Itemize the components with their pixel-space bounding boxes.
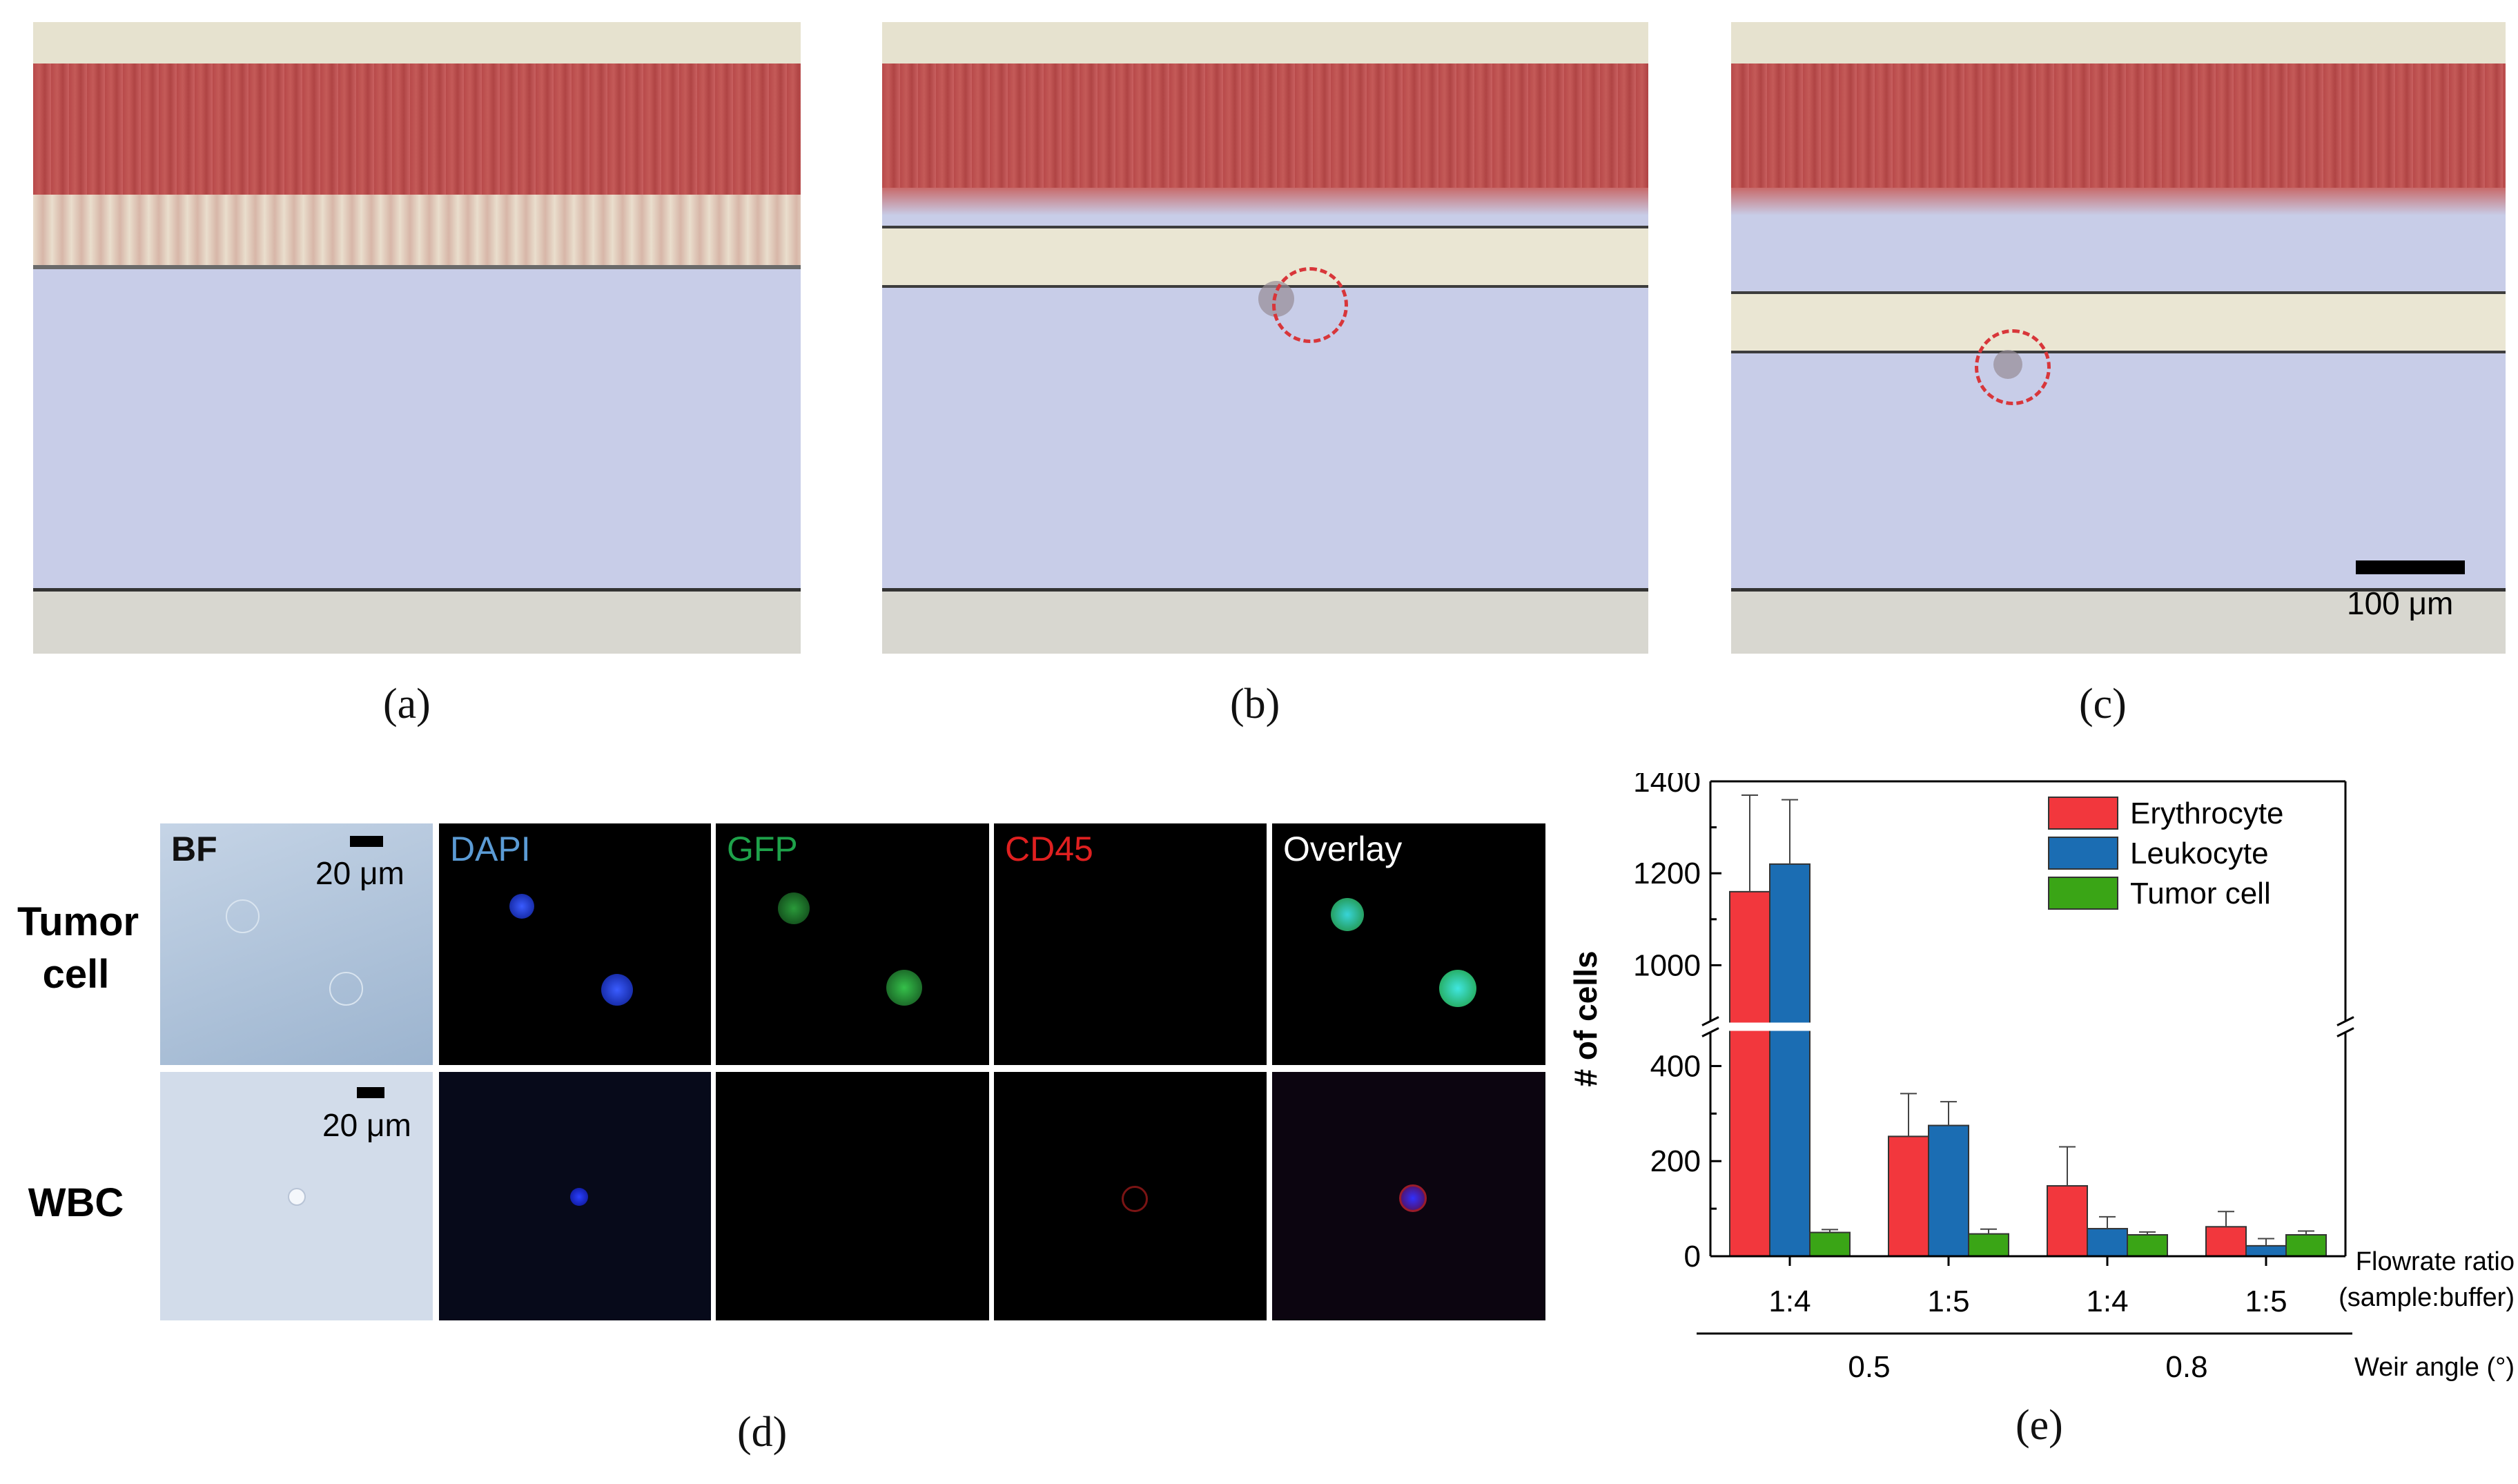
group-label: 0.5	[1848, 1350, 1890, 1384]
bar-erythrocyte	[2047, 1185, 2088, 1257]
bar-erythrocyte	[2205, 1226, 2247, 1257]
legend-label: Erythrocyte	[2130, 797, 2284, 830]
axis-break-mark	[1701, 1027, 1719, 1037]
y-tick-label: 1400	[1633, 773, 1701, 799]
axis-break-mark	[2336, 1016, 2354, 1026]
tile-gfp-wbc	[716, 1072, 989, 1320]
row-label-tumor-cell-text: Tumor cell	[17, 899, 139, 997]
bar-tumor-cell	[1809, 1231, 1851, 1257]
caption-a: (a)	[383, 681, 431, 728]
bar-tumor-cell	[1968, 1233, 2009, 1257]
scale-bar-c-label: 100 μm	[2347, 585, 2454, 621]
tile-cd45-wbc	[994, 1072, 1267, 1320]
y-tick-label: 1200	[1633, 857, 1701, 890]
label-overlay: Overlay	[1283, 830, 1403, 868]
flowrate-sub-label: (sample:buffer)	[2339, 1283, 2515, 1312]
bar-leukocyte	[1928, 1124, 1969, 1257]
bar-chart-e: 1:4 1:5 1:4 1:5 0 200 400 1000 1200 1400 # of cell…	[1568, 773, 2515, 1384]
caption-c: (c)	[2079, 681, 2127, 728]
tile-bf-tumor: BF 20 μm	[160, 823, 433, 1065]
label-dapi: DAPI	[450, 830, 531, 868]
tile-dapi-tumor: DAPI	[439, 823, 711, 1065]
row-label-tumor-cell: Tumor cell	[0, 896, 152, 1001]
micrograph-a	[33, 22, 801, 654]
label-gfp: GFP	[727, 830, 798, 868]
row-label-wbc: WBC	[28, 1180, 124, 1225]
bar-erythrocyte	[1729, 890, 1770, 1257]
axis-break-band	[1712, 1022, 2344, 1031]
weir-angle-label: Weir angle (°)	[2354, 1353, 2515, 1382]
label-cd45: CD45	[1005, 830, 1093, 868]
x-tick-label: 1:4	[2086, 1285, 2128, 1318]
x-tick-label: 1:4	[1768, 1285, 1811, 1318]
group-label: 0.8	[2165, 1350, 2207, 1384]
micrograph-c: 100 μm	[1731, 22, 2506, 654]
bar-tumor-cell	[2127, 1234, 2168, 1257]
scale-bar-20um-wbc	[357, 1087, 384, 1098]
tile-gfp-tumor: GFP	[716, 823, 989, 1065]
flowrate-label: Flowrate ratio	[2356, 1247, 2515, 1276]
legend-label: Leukocyte	[2130, 837, 2269, 870]
legend-label: Tumor cell	[2130, 877, 2271, 910]
scale-bar-20um-label: 20 μm	[315, 855, 404, 891]
x-tick-label: 1:5	[2245, 1285, 2287, 1318]
micrograph-b	[882, 22, 1648, 654]
y-tick-label: 1000	[1633, 948, 1701, 982]
bar-leukocyte	[1769, 863, 1811, 1257]
tile-dapi-wbc	[439, 1072, 711, 1320]
bar-leukocyte	[2087, 1228, 2128, 1257]
axis-break-mark	[2336, 1027, 2354, 1037]
bar-tumor-cell	[2285, 1234, 2327, 1257]
scale-bar-c	[2356, 560, 2465, 574]
y-tick-label: 0	[1684, 1240, 1701, 1273]
scale-bar-20um	[350, 836, 383, 847]
bar-erythrocyte	[1888, 1135, 1929, 1258]
caption-e: (e)	[2016, 1402, 2063, 1449]
legend-swatch	[2048, 797, 2118, 830]
bar-leukocyte	[2245, 1244, 2287, 1257]
axis-break-mark	[1701, 1016, 1719, 1026]
legend-swatch	[2048, 877, 2118, 910]
y-tick-label: 400	[1650, 1049, 1701, 1083]
legend-swatch	[2048, 837, 2118, 870]
scale-bar-20um-wbc-label: 20 μm	[322, 1107, 411, 1143]
tile-bf-wbc: 20 μm	[160, 1072, 433, 1320]
tile-overlay-wbc	[1272, 1072, 1545, 1320]
y-tick-label: 200	[1650, 1144, 1701, 1178]
y-axis-label: # of cells	[1568, 951, 1603, 1087]
highlight-circle-b	[1272, 267, 1348, 343]
tile-cd45-tumor: CD45	[994, 823, 1267, 1065]
x-tick-label: 1:5	[1927, 1285, 1969, 1318]
highlight-circle-c	[1975, 329, 2051, 405]
caption-b: (b)	[1230, 681, 1280, 728]
label-bf: BF	[171, 830, 217, 868]
tile-overlay-tumor: Overlay	[1272, 823, 1545, 1065]
caption-d: (d)	[737, 1409, 788, 1456]
